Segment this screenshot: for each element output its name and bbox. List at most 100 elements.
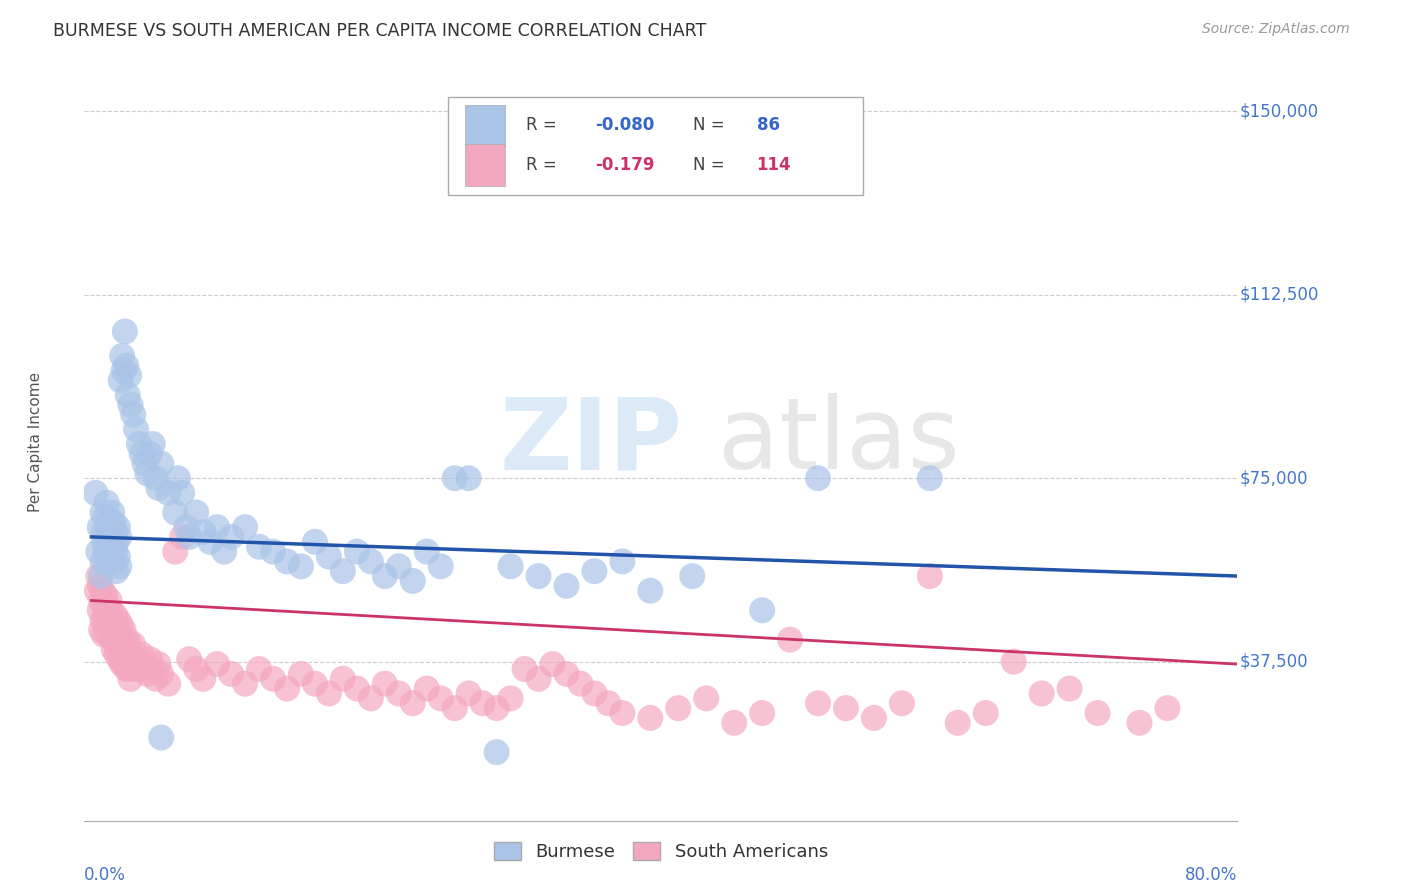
Point [583, 564, 606, 578]
Point [139, 447, 162, 461]
Point [186, 662, 208, 676]
Point [120, 648, 142, 662]
Point [117, 652, 139, 666]
Point [247, 540, 270, 554]
Point [569, 676, 592, 690]
Point [122, 638, 145, 652]
Point [94, 589, 117, 603]
Point [122, 662, 145, 676]
Point [262, 672, 284, 686]
Point [262, 544, 284, 558]
Point [863, 711, 886, 725]
Point [100, 524, 122, 539]
Point [148, 657, 170, 672]
Point [118, 368, 141, 383]
Point [723, 715, 745, 730]
Text: 0.0%: 0.0% [84, 866, 127, 884]
Point [104, 608, 127, 623]
Point [290, 666, 312, 681]
Point [98, 534, 121, 549]
Point [191, 524, 214, 539]
Point [117, 388, 139, 402]
Point [103, 642, 125, 657]
Point [541, 657, 564, 672]
Point [612, 554, 634, 568]
Point [107, 638, 129, 652]
Point [205, 657, 228, 672]
Point [145, 672, 167, 686]
Point [104, 524, 127, 539]
Text: 114: 114 [756, 156, 792, 174]
Point [1156, 701, 1178, 715]
Point [1087, 706, 1109, 720]
Point [918, 569, 941, 583]
Legend: Burmese, South Americans: Burmese, South Americans [486, 835, 835, 869]
Text: N =: N = [693, 116, 730, 135]
Point [112, 363, 135, 377]
Point [89, 520, 111, 534]
Point [179, 652, 201, 666]
Point [807, 696, 830, 710]
Point [172, 486, 194, 500]
Point [402, 574, 425, 588]
Point [115, 662, 138, 676]
Point [107, 613, 129, 627]
Point [86, 583, 108, 598]
Point [150, 457, 173, 471]
Point [96, 496, 118, 510]
Point [276, 554, 298, 568]
Point [94, 544, 117, 558]
Text: R =: R = [526, 156, 562, 174]
Point [108, 530, 131, 544]
Text: N =: N = [693, 156, 730, 174]
Point [513, 662, 536, 676]
Point [179, 530, 201, 544]
Text: $112,500: $112,500 [1240, 285, 1319, 304]
Point [100, 544, 122, 558]
Text: -0.080: -0.080 [595, 116, 654, 135]
Bar [465, 144, 505, 186]
Point [128, 662, 150, 676]
Point [176, 520, 198, 534]
Point [583, 686, 606, 700]
Point [890, 696, 912, 710]
Point [443, 701, 465, 715]
Point [157, 486, 180, 500]
Text: $150,000: $150,000 [1240, 103, 1319, 120]
Point [93, 524, 115, 539]
Point [110, 373, 132, 387]
Point [97, 520, 120, 534]
Point [98, 515, 121, 529]
Point [360, 691, 382, 706]
Point [205, 520, 228, 534]
Point [374, 569, 396, 583]
Point [118, 662, 141, 676]
Point [108, 628, 131, 642]
Point [125, 422, 148, 436]
Point [779, 632, 801, 647]
Point [97, 554, 120, 568]
Point [304, 676, 326, 690]
Point [96, 618, 118, 632]
Point [105, 623, 128, 637]
Text: $75,000: $75,000 [1240, 469, 1309, 487]
Point [165, 544, 187, 558]
Point [115, 359, 138, 373]
Point [485, 701, 508, 715]
Point [751, 706, 773, 720]
Point [388, 686, 411, 700]
Point [499, 691, 522, 706]
Point [111, 349, 134, 363]
Point [103, 554, 125, 568]
Point [89, 579, 111, 593]
Point [97, 628, 120, 642]
Point [318, 686, 340, 700]
Point [94, 608, 117, 623]
Point [90, 623, 112, 637]
Point [148, 481, 170, 495]
Point [97, 608, 120, 623]
Point [429, 559, 451, 574]
Point [157, 676, 180, 690]
Point [640, 583, 662, 598]
Point [104, 544, 127, 558]
